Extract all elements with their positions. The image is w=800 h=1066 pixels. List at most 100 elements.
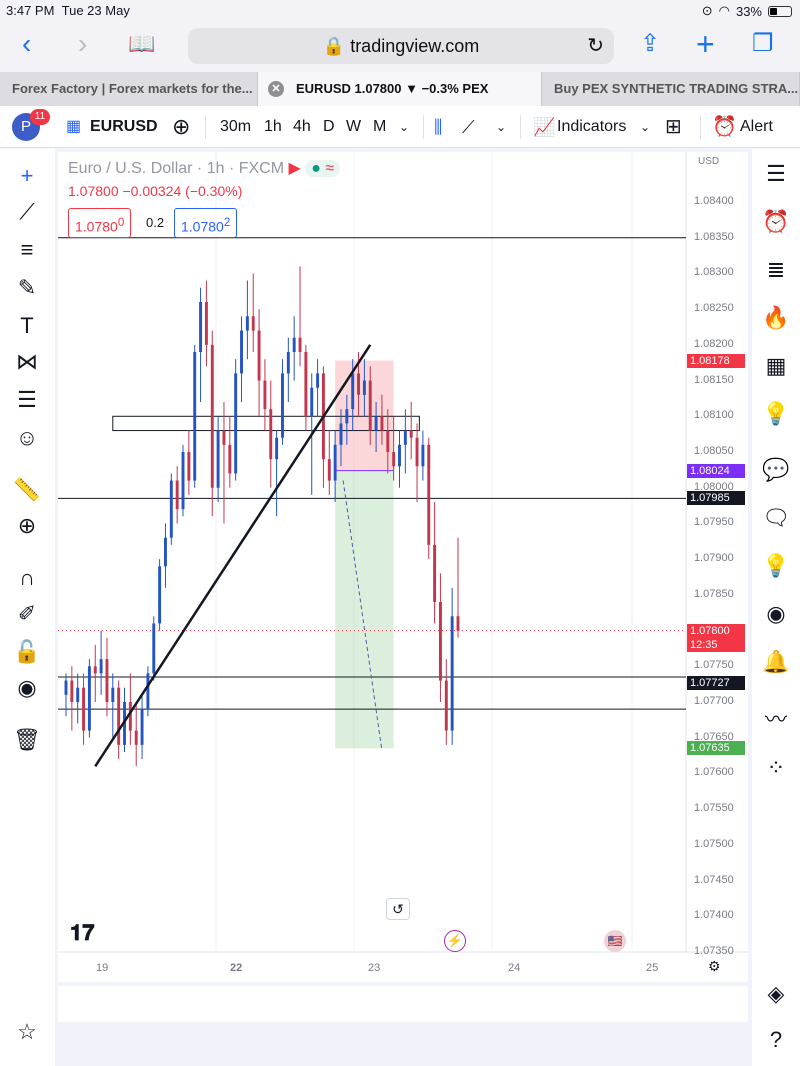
interval-m[interactable]: M bbox=[373, 118, 387, 135]
prediction-icon[interactable]: ☰ bbox=[17, 387, 37, 412]
price-axis-label: 1.07650 bbox=[694, 730, 734, 743]
price-axis-label: 1.08350 bbox=[694, 230, 734, 243]
layers-icon[interactable]: ◈ bbox=[767, 981, 785, 1006]
eu-flag-icon: ▦ bbox=[66, 118, 82, 135]
hotlist-icon[interactable]: ≣ bbox=[766, 257, 786, 282]
compare-symbol-icon[interactable]: ⊕ bbox=[172, 114, 191, 139]
candle-body bbox=[140, 709, 144, 745]
symbol-search-button[interactable]: EURUSD bbox=[90, 118, 158, 135]
candle-body bbox=[257, 330, 261, 381]
chevron-down-icon[interactable]: ⌄ bbox=[496, 120, 507, 134]
fire-icon[interactable]: 🔥 bbox=[762, 305, 790, 330]
streams-icon[interactable]: 💡 bbox=[762, 553, 790, 578]
ideas-icon[interactable]: 💡 bbox=[762, 401, 790, 426]
interval-4h[interactable]: 4h bbox=[293, 118, 311, 135]
chats-icon[interactable]: 💬 bbox=[762, 457, 790, 482]
divider bbox=[423, 115, 424, 139]
trendline-icon[interactable]: ⟋ bbox=[19, 199, 35, 224]
candle-body bbox=[427, 444, 431, 545]
lock-pencil-icon[interactable]: ✐ bbox=[17, 601, 37, 626]
divider bbox=[700, 115, 701, 139]
us-event-flag-icon[interactable]: 🇺🇸 bbox=[604, 930, 626, 952]
browser-tabs: Forex Factory | Forex markets for the...… bbox=[0, 72, 800, 106]
eye-icon[interactable]: ◉ bbox=[17, 675, 37, 700]
broadcast-icon[interactable]: ◉ bbox=[766, 601, 786, 626]
sell-button[interactable]: 1.07800 bbox=[68, 208, 132, 238]
back-icon[interactable]: ‹ bbox=[22, 28, 32, 59]
candle-body bbox=[380, 416, 384, 431]
interval-1h[interactable]: 1h bbox=[264, 118, 282, 135]
candle-body bbox=[444, 680, 448, 731]
currency-label[interactable]: USD bbox=[698, 156, 720, 167]
tab-pex-strategy[interactable]: Buy PEX SYNTHETIC TRADING STRA... bbox=[542, 72, 800, 106]
sell-pip: 0 bbox=[117, 216, 125, 229]
indicators-icon[interactable]: 📈 bbox=[533, 117, 556, 137]
line-chart-icon[interactable]: ⟋ bbox=[462, 117, 475, 137]
trash-icon[interactable]: 🗑 bbox=[13, 727, 41, 752]
symbol-title: Euro / U.S. Dollar · 1h · FXCM bbox=[68, 160, 285, 177]
interval-30m[interactable]: 30m bbox=[220, 118, 252, 135]
candle-body bbox=[415, 437, 419, 467]
tabs-overview-icon[interactable]: ❐ bbox=[752, 30, 774, 57]
price-tag: 1.07635 bbox=[687, 741, 745, 756]
lock-drawings-icon[interactable]: 🔓 bbox=[13, 639, 41, 664]
chart-settings-icon[interactable]: ⚙ bbox=[708, 958, 721, 974]
candle-body bbox=[240, 330, 243, 374]
data-window-icon[interactable]: ⁘ bbox=[766, 755, 786, 780]
crosshair-icon[interactable]: + bbox=[20, 163, 34, 188]
messages-icon[interactable]: 🗨 bbox=[762, 505, 790, 530]
right-sidebar: ☰ ⏰ ≣ 🔥 ▦ 💡 💬 🗨 💡 ◉ 🔔 〰 ⁘ ◈ ? bbox=[752, 149, 800, 1066]
candle-body bbox=[175, 480, 179, 510]
layout-icon[interactable]: ⊞ bbox=[665, 116, 682, 138]
indicator-pill-icon[interactable]: ● ≈ bbox=[305, 160, 341, 177]
new-tab-icon[interactable]: + bbox=[696, 26, 715, 62]
candles-icon[interactable]: ⫼ bbox=[434, 117, 443, 137]
tab-forex-factory[interactable]: Forex Factory | Forex markets for the... bbox=[0, 72, 258, 106]
price-axis-label: 1.08400 bbox=[694, 195, 734, 207]
indicators-button[interactable]: Indicators bbox=[557, 118, 627, 135]
trading-panel-icon[interactable]: 〰 bbox=[764, 707, 787, 732]
drawing-toolbar: + ⟋ ≡ ✎ T ⋈ ☰ ☺ 📏 ⊕ ∩ ✐ 🔓 ◉ 🗑 ☆ bbox=[0, 149, 55, 1066]
safari-toolbar: ‹ › 📖 🔒 tradingview.com ↻ ⇪ + ❐ bbox=[0, 22, 800, 72]
interval-w[interactable]: W bbox=[346, 118, 362, 135]
candle-body bbox=[228, 444, 232, 474]
star-icon[interactable]: ☆ bbox=[17, 1019, 37, 1044]
bookmarks-icon[interactable]: 📖 bbox=[128, 31, 156, 56]
ruler-icon[interactable]: 📏 bbox=[13, 477, 41, 502]
fib-icon[interactable]: ≡ bbox=[20, 237, 34, 262]
alarm-icon[interactable]: ⏰ bbox=[712, 116, 737, 138]
watchlist-icon[interactable]: ☰ bbox=[766, 161, 786, 186]
help-icon[interactable]: ? bbox=[769, 1027, 783, 1052]
zoom-in-icon[interactable]: ⊕ bbox=[17, 513, 37, 538]
magnet-icon[interactable]: ∩ bbox=[19, 565, 35, 590]
candle-body bbox=[368, 380, 372, 431]
close-tab-icon[interactable]: ✕ bbox=[268, 81, 284, 97]
tab-eurusd[interactable]: ✕ EURUSD 1.07800 ▼ −0.3% PEX bbox=[258, 72, 542, 106]
candle-body bbox=[245, 316, 249, 331]
brush-icon[interactable]: ✎ bbox=[17, 275, 37, 300]
event-lightning-icon[interactable]: ⚡ bbox=[444, 930, 466, 952]
url-bar[interactable]: 🔒 tradingview.com ↻ bbox=[188, 28, 614, 64]
reload-icon[interactable]: ↻ bbox=[587, 35, 604, 57]
time-axis-label: 19 bbox=[96, 962, 109, 974]
alerts-clock-icon[interactable]: ⏰ bbox=[762, 209, 790, 234]
forward-icon[interactable]: › bbox=[78, 28, 88, 59]
reset-chart-icon[interactable]: ↺ bbox=[386, 898, 410, 920]
calendar-icon[interactable]: ▦ bbox=[765, 353, 787, 378]
chart-pane[interactable]: Euro / U.S. Dollar · 1h · FXCM ▶ ● ≈ 1.0… bbox=[58, 152, 748, 982]
notifications-icon[interactable]: 🔔 bbox=[762, 649, 790, 674]
price-chart[interactable] bbox=[58, 152, 748, 982]
price-axis-label: 1.08250 bbox=[694, 302, 734, 315]
alert-button[interactable]: Alert bbox=[740, 118, 773, 135]
text-icon[interactable]: T bbox=[20, 313, 34, 338]
chevron-down-icon[interactable]: ⌄ bbox=[640, 120, 651, 134]
pattern-icon[interactable]: ⋈ bbox=[16, 349, 38, 374]
candle-body bbox=[199, 302, 203, 352]
chevron-down-icon[interactable]: ⌄ bbox=[399, 120, 410, 134]
buy-button[interactable]: 1.07802 bbox=[174, 208, 238, 238]
share-icon[interactable]: ⇪ bbox=[640, 30, 661, 57]
interval-d[interactable]: D bbox=[323, 118, 335, 135]
sell-price: 1.0780 bbox=[75, 218, 118, 235]
emoji-icon[interactable]: ☺ bbox=[15, 425, 39, 450]
support-rectangle bbox=[112, 415, 420, 432]
